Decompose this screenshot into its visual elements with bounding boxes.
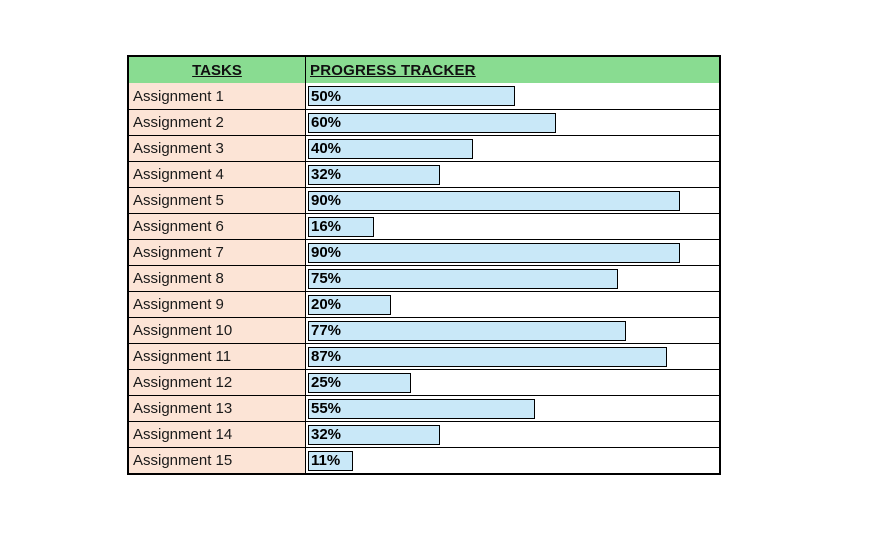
progress-bar: 55%: [308, 398, 536, 419]
task-cell[interactable]: Assignment 4: [129, 162, 306, 187]
task-cell[interactable]: Assignment 13: [129, 396, 306, 421]
task-cell[interactable]: Assignment 11: [129, 344, 306, 369]
task-cell[interactable]: Assignment 1: [129, 83, 306, 109]
progress-value-label: 11%: [311, 452, 341, 469]
task-cell[interactable]: Assignment 14: [129, 422, 306, 447]
progress-value-label: 90%: [311, 244, 342, 261]
progress-cell[interactable]: 55%: [306, 396, 719, 421]
progress-value-label: 32%: [311, 426, 342, 443]
progress-bar: 40%: [308, 138, 474, 159]
progress-bar: 50%: [308, 86, 515, 106]
progress-value-label: 75%: [311, 270, 342, 287]
progress-cell[interactable]: 90%: [306, 240, 719, 265]
progress-value-label: 77%: [311, 322, 342, 339]
progress-value-label: 25%: [311, 374, 342, 391]
progress-tracker-table: TASKS PROGRESS TRACKER Assignment 1 50% As…: [127, 55, 721, 475]
progress-bar: 11%: [308, 450, 354, 471]
progress-bar: 16%: [308, 216, 375, 237]
progress-bar: 87%: [308, 346, 668, 367]
progress-bar: 32%: [308, 164, 441, 185]
task-cell[interactable]: Assignment 9: [129, 292, 306, 317]
task-cell[interactable]: Assignment 2: [129, 110, 306, 135]
progress-value-label: 16%: [311, 218, 342, 235]
task-cell[interactable]: Assignment 7: [129, 240, 306, 265]
progress-bar: 77%: [308, 320, 626, 341]
task-cell[interactable]: Assignment 6: [129, 214, 306, 239]
progress-cell[interactable]: 32%: [306, 422, 719, 447]
table-row: Assignment 14 32%: [129, 421, 719, 447]
table-row: Assignment 3 40%: [129, 135, 719, 161]
progress-bar: 90%: [308, 190, 680, 211]
progress-value-label: 50%: [311, 87, 342, 105]
table-row: Assignment 4 32%: [129, 161, 719, 187]
progress-tracker-column-header[interactable]: PROGRESS TRACKER: [306, 57, 719, 83]
task-cell[interactable]: Assignment 12: [129, 370, 306, 395]
progress-cell[interactable]: 87%: [306, 344, 719, 369]
table-row: Assignment 1 50%: [129, 83, 719, 109]
progress-cell[interactable]: 90%: [306, 188, 719, 213]
table-row: Assignment 7 90%: [129, 239, 719, 265]
table-row: Assignment 8 75%: [129, 265, 719, 291]
table-row: Assignment 15 11%: [129, 447, 719, 473]
table-row: Assignment 9 20%: [129, 291, 719, 317]
progress-value-label: 32%: [311, 166, 342, 183]
table-row: Assignment 6 16%: [129, 213, 719, 239]
task-cell[interactable]: Assignment 3: [129, 136, 306, 161]
progress-value-label: 87%: [311, 348, 342, 365]
progress-cell[interactable]: 32%: [306, 162, 719, 187]
table-row: Assignment 5 90%: [129, 187, 719, 213]
progress-cell[interactable]: 75%: [306, 266, 719, 291]
tasks-column-header[interactable]: TASKS: [129, 57, 306, 83]
progress-cell[interactable]: 16%: [306, 214, 719, 239]
progress-value-label: 90%: [311, 192, 342, 209]
progress-bar: 75%: [308, 268, 618, 289]
progress-bar: 60%: [308, 112, 556, 133]
table-body: Assignment 1 50% Assignment 2 60% Assignment…: [129, 83, 719, 473]
progress-bar: 90%: [308, 242, 680, 263]
progress-cell[interactable]: 60%: [306, 110, 719, 135]
progress-cell[interactable]: 77%: [306, 318, 719, 343]
progress-cell[interactable]: 40%: [306, 136, 719, 161]
task-cell[interactable]: Assignment 8: [129, 266, 306, 291]
task-cell[interactable]: Assignment 5: [129, 188, 306, 213]
progress-value-label: 60%: [311, 114, 342, 131]
progress-bar: 25%: [308, 372, 412, 393]
progress-cell[interactable]: 11%: [306, 448, 719, 473]
progress-bar: 20%: [308, 294, 391, 315]
table-row: Assignment 2 60%: [129, 109, 719, 135]
table-row: Assignment 12 25%: [129, 369, 719, 395]
progress-bar: 32%: [308, 424, 441, 445]
progress-cell[interactable]: 25%: [306, 370, 719, 395]
table-row: Assignment 11 87%: [129, 343, 719, 369]
table-row: Assignment 10 77%: [129, 317, 719, 343]
task-cell[interactable]: Assignment 15: [129, 448, 306, 473]
table-header-row: TASKS PROGRESS TRACKER: [129, 57, 719, 83]
progress-cell[interactable]: 20%: [306, 292, 719, 317]
table-row: Assignment 13 55%: [129, 395, 719, 421]
task-cell[interactable]: Assignment 10: [129, 318, 306, 343]
progress-value-label: 55%: [311, 400, 342, 417]
progress-cell[interactable]: 50%: [306, 83, 719, 109]
progress-value-label: 40%: [311, 140, 342, 157]
progress-value-label: 20%: [311, 296, 342, 313]
